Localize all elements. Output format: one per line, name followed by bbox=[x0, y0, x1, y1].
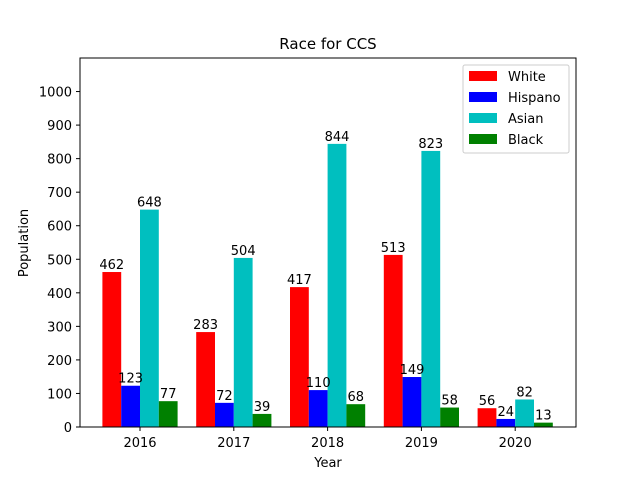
data-label-white-2017: 283 bbox=[193, 318, 218, 333]
legend-swatch-black bbox=[469, 134, 497, 144]
x-tick-label: 2018 bbox=[311, 436, 344, 451]
chart-title: Race for CCS bbox=[279, 35, 376, 53]
x-tick-label: 2017 bbox=[217, 436, 250, 451]
x-tick-label: 2020 bbox=[499, 436, 532, 451]
legend-swatch-hispano bbox=[469, 92, 497, 102]
data-label-black-2018: 68 bbox=[348, 390, 365, 405]
bar-asian-2020 bbox=[515, 399, 534, 427]
bar-hispano-2018 bbox=[308, 390, 328, 427]
y-tick-label: 800 bbox=[47, 153, 72, 168]
y-tick-label: 400 bbox=[47, 287, 72, 302]
legend: White Hispano Asian Black bbox=[462, 64, 570, 154]
legend-label-black: Black bbox=[508, 133, 544, 148]
bar-white-2020 bbox=[477, 408, 497, 427]
legend-box bbox=[462, 64, 570, 154]
data-label-black-2020: 13 bbox=[535, 409, 552, 424]
data-label-asian-2016: 648 bbox=[137, 196, 162, 211]
x-tick-label: 2016 bbox=[123, 436, 156, 451]
bar-labels-group: 462 123 648 77 283 72 504 39 417 110 844 68 513 149 82… bbox=[99, 130, 551, 424]
data-label-asian-2020: 82 bbox=[516, 385, 533, 400]
bar-hispano-2017 bbox=[215, 402, 234, 427]
y-tick-label: 200 bbox=[47, 354, 72, 369]
bar-white-2019 bbox=[383, 254, 403, 427]
bar-asian-2017 bbox=[233, 257, 253, 427]
bar-hispano-2019 bbox=[402, 377, 422, 427]
bar-black-2016 bbox=[158, 401, 178, 427]
bar-white-2018 bbox=[290, 287, 309, 427]
y-tick-label: 100 bbox=[47, 387, 72, 402]
data-label-hispano-2018: 110 bbox=[306, 376, 331, 391]
data-label-hispano-2016: 123 bbox=[118, 372, 143, 387]
data-label-hispano-2017: 72 bbox=[216, 389, 233, 404]
data-label-hispano-2020: 24 bbox=[498, 405, 515, 420]
y-tick-label: 700 bbox=[47, 186, 72, 201]
data-label-asian-2019: 823 bbox=[418, 137, 443, 152]
data-label-black-2019: 58 bbox=[441, 394, 458, 409]
data-label-white-2016: 462 bbox=[99, 258, 124, 273]
legend-label-asian: Asian bbox=[508, 112, 543, 127]
bar-hispano-2020 bbox=[496, 418, 516, 427]
y-axis: 0 100 200 300 400 500 600 700 800 900 1000 bbox=[39, 86, 80, 436]
y-tick-label: 600 bbox=[47, 220, 72, 235]
data-label-white-2019: 513 bbox=[381, 241, 406, 256]
x-axis: 2016 2017 2018 2019 2020 bbox=[123, 427, 532, 451]
y-axis-label: Population bbox=[17, 209, 32, 277]
y-tick-label: 900 bbox=[47, 119, 72, 134]
bar-white-2017 bbox=[196, 332, 215, 427]
legend-label-white: White bbox=[508, 70, 546, 85]
bars-group bbox=[102, 143, 553, 428]
x-axis-label: Year bbox=[313, 456, 342, 471]
y-tick-label: 500 bbox=[47, 253, 72, 268]
bar-asian-2019 bbox=[421, 150, 441, 428]
data-label-hispano-2019: 149 bbox=[400, 363, 425, 378]
data-label-white-2020: 56 bbox=[479, 394, 496, 409]
bar-hispano-2016 bbox=[121, 385, 140, 427]
data-label-black-2017: 39 bbox=[254, 400, 271, 415]
legend-swatch-asian bbox=[469, 113, 497, 123]
data-label-black-2016: 77 bbox=[160, 387, 177, 402]
legend-label-hispano: Hispano bbox=[508, 91, 561, 106]
bar-black-2019 bbox=[440, 407, 459, 427]
bar-black-2020 bbox=[534, 422, 553, 427]
data-label-asian-2018: 844 bbox=[325, 130, 350, 145]
bar-white-2016 bbox=[102, 272, 122, 427]
bar-asian-2016 bbox=[140, 209, 159, 427]
legend-swatch-white bbox=[469, 71, 497, 81]
data-label-white-2018: 417 bbox=[287, 273, 312, 288]
bar-asian-2018 bbox=[327, 143, 347, 428]
bar-black-2017 bbox=[252, 413, 272, 427]
y-tick-label: 0 bbox=[64, 421, 72, 436]
bar-black-2018 bbox=[346, 404, 366, 427]
y-tick-label: 1000 bbox=[39, 86, 72, 101]
x-tick-label: 2019 bbox=[405, 436, 438, 451]
y-tick-label: 300 bbox=[47, 320, 72, 335]
data-label-asian-2017: 504 bbox=[231, 244, 256, 259]
